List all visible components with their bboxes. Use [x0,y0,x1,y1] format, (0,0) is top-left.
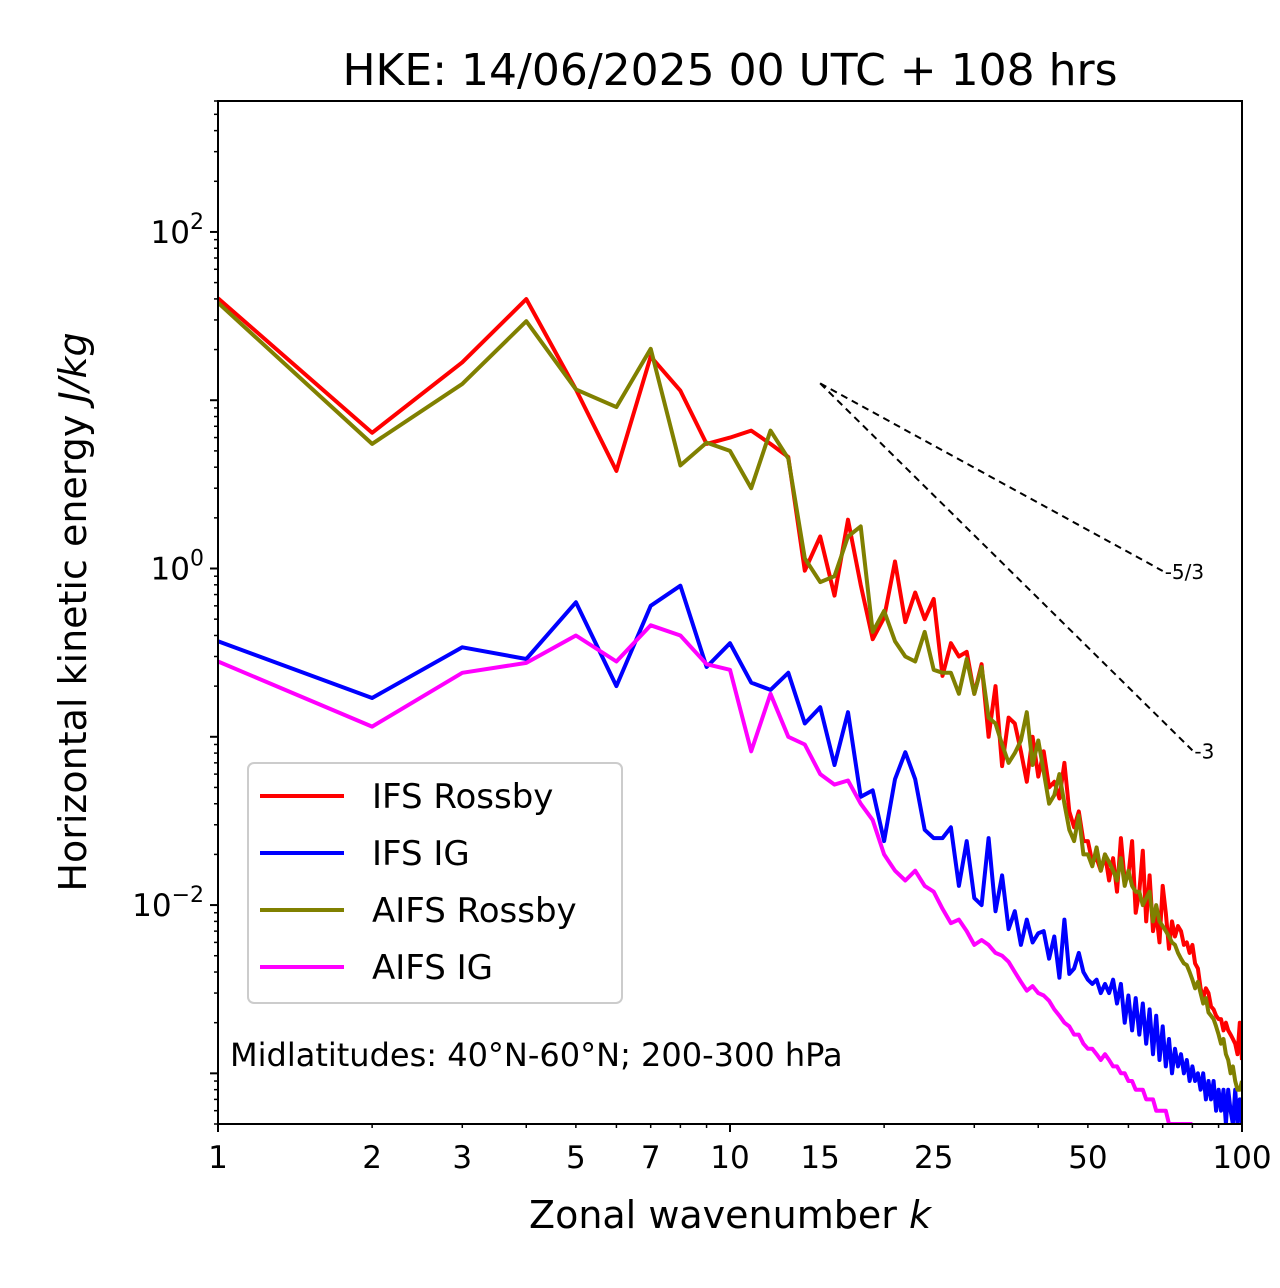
x-tick-label-100: 100 [1212,1140,1271,1176]
x-tick-label-25: 25 [914,1140,953,1176]
series-line-aifs-ig [218,623,1193,1124]
x-axis-label: Zonal wavenumber k [529,1193,933,1237]
x-tick-label-3: 3 [452,1140,472,1176]
x-tick-label-10: 10 [710,1140,749,1176]
legend-label-aifs-ig: AIFS IG [372,948,493,988]
series-line-aifs-rossby [218,301,1242,1092]
y-tick-label-2: 102 [151,210,204,251]
x-tick-label-2: 2 [362,1140,382,1176]
legend-label-ifs-ig: IFS IG [372,834,470,874]
legend: IFS Rossby IFS IG AIFS Rossby AIFS IG [247,762,623,1004]
reference-slope-line-2 [819,382,1194,752]
reference-slope-line-1 [819,382,1164,572]
x-tick-label-7: 7 [641,1140,661,1176]
x-tick-label-5: 5 [566,1140,586,1176]
series-layer [218,296,1242,1124]
x-tick-label-1: 1 [208,1140,228,1176]
y-axis-label: Horizontal kinetic energy J/kg [51,332,95,891]
x-tick-label-50: 50 [1068,1140,1107,1176]
legend-frame [247,762,623,1004]
reference-slopes: -5/3 -3 [819,382,1214,763]
y-axis: 102 100 10−2 [132,100,218,1125]
legend-label-aifs-rossby: AIFS Rossby [372,891,577,931]
reference-slope-label-2: -3 [1194,739,1214,763]
y-tick-label-neg2: 10−2 [132,883,204,924]
chart-title: HKE: 14/06/2025 00 UTC + 108 hrs [342,45,1117,96]
series-line-ifs-ig [218,583,1242,1124]
x-tick-label-15: 15 [800,1140,839,1176]
region-annotation: Midlatitudes: 40°N-60°N; 200-300 hPa [230,1036,843,1074]
reference-slope-label-1: -5/3 [1165,560,1204,584]
x-axis: 1 2 3 5 7 10 15 25 50 100 [208,1124,1272,1176]
legend-label-ifs-rossby: IFS Rossby [372,777,553,817]
y-tick-label-0: 100 [151,547,204,588]
